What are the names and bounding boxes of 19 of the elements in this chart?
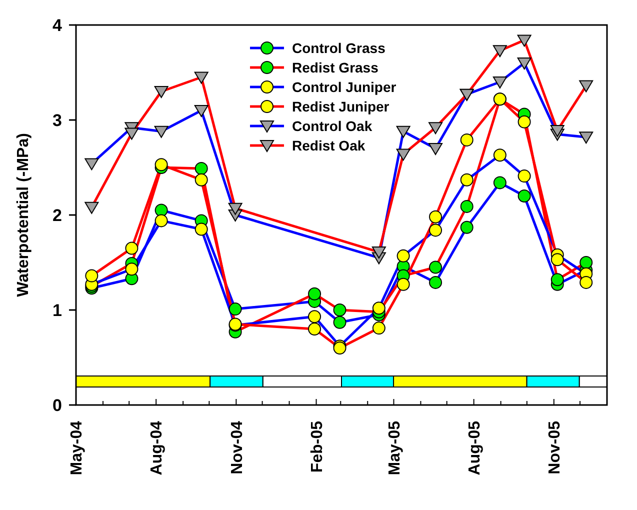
legend-label: Redist Juniper [292, 98, 390, 114]
y-tick-label: 2 [52, 206, 62, 225]
x-tick-label: Nov-04 [228, 420, 246, 474]
x-tick-label: May-04 [68, 420, 86, 476]
x-tick-label: Feb-05 [308, 420, 326, 473]
y-tick-label: 1 [52, 300, 62, 320]
y-tick-label: 3 [52, 110, 62, 130]
y-tick-label: 4 [52, 16, 63, 35]
legend-label: Redist Oak [292, 137, 366, 154]
x-tick-label: Aug-04 [148, 420, 166, 476]
y-tick-label: 0 [52, 396, 62, 415]
legend-label: Control Oak [292, 118, 372, 134]
x-tick-label: May-05 [386, 420, 404, 476]
legend-label: Control Juniper [292, 78, 397, 95]
legend-label: Control Grass [292, 40, 386, 56]
x-tick-label: Aug-05 [466, 420, 484, 476]
legend-label: Redist Grass [292, 59, 379, 76]
x-tick-label: Nov-05 [546, 420, 564, 474]
y-axis-title: Waterpotential (-MPa) [15, 133, 32, 297]
